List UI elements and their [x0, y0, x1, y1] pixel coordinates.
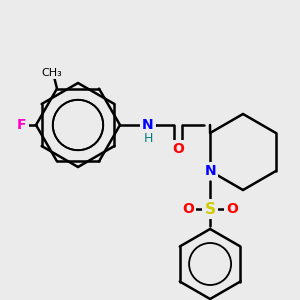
Text: S: S: [205, 202, 216, 217]
Text: H: H: [143, 131, 153, 145]
Text: CH₃: CH₃: [42, 68, 62, 78]
Text: O: O: [172, 142, 184, 156]
Text: N: N: [204, 164, 216, 178]
Text: O: O: [226, 202, 238, 216]
Text: F: F: [17, 118, 27, 132]
Text: N: N: [142, 118, 154, 132]
Text: O: O: [182, 202, 194, 216]
